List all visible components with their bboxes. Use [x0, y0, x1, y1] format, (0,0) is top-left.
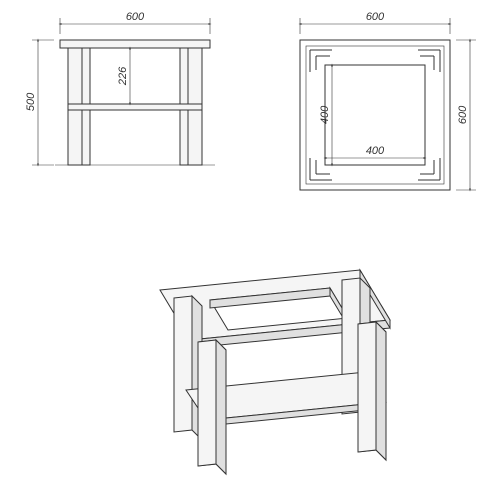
front-view: 600 500 226 [25, 11, 215, 165]
dim-shelf-gap: 226 [117, 66, 129, 86]
dim-top-depth: 600 [457, 105, 469, 124]
dim-inner-depth: 400 [319, 105, 331, 124]
isometric-view [160, 270, 390, 474]
dim-inner-width: 400 [366, 145, 385, 157]
technical-drawing: 600 500 226 600 600 400 [0, 0, 500, 500]
dim-front-width: 600 [126, 11, 145, 23]
top-view: 600 600 400 400 [300, 11, 476, 190]
dim-top-width: 600 [366, 11, 385, 23]
dim-front-height: 500 [25, 92, 37, 111]
